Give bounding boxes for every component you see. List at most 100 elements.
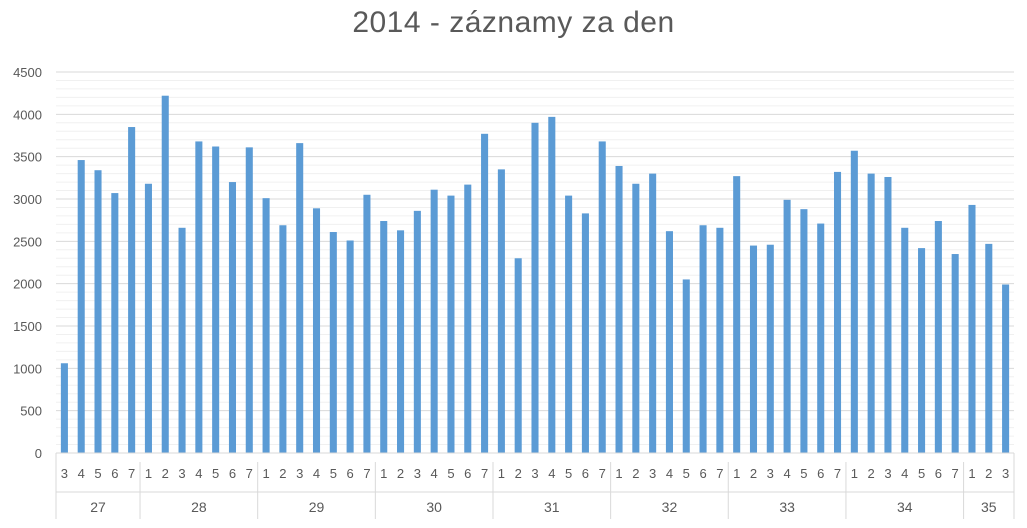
bar (262, 198, 270, 453)
x-week-label: 28 (191, 499, 207, 515)
bar (716, 227, 724, 453)
x-day-label: 7 (246, 466, 253, 481)
bar (228, 182, 237, 454)
bar (60, 363, 68, 453)
x-day-label: 1 (262, 466, 269, 481)
x-day-label: 7 (363, 466, 370, 481)
x-day-label: 4 (431, 466, 438, 481)
y-tick-label: 500 (20, 404, 42, 419)
x-day-label: 5 (212, 466, 219, 481)
x-day-label: 6 (582, 466, 589, 481)
x-day-label: 1 (498, 466, 505, 481)
bar (951, 254, 959, 453)
bar (312, 208, 321, 453)
bar (548, 116, 556, 453)
bar (867, 173, 875, 453)
bar (985, 243, 993, 453)
x-day-label: 1 (380, 466, 387, 481)
x-day-label: 2 (162, 466, 169, 481)
x-day-label: 6 (817, 466, 824, 481)
y-tick-label: 4500 (13, 65, 42, 80)
y-tick-label: 1500 (13, 319, 42, 334)
y-tick-label: 3000 (13, 192, 42, 207)
bar (514, 258, 522, 453)
x-day-label: 5 (565, 466, 572, 481)
bar (212, 146, 220, 454)
x-day-label: 1 (733, 466, 740, 481)
bar (1002, 284, 1010, 453)
x-week-label: 32 (662, 499, 678, 515)
bar (598, 141, 606, 453)
x-day-label: 5 (330, 466, 337, 481)
x-day-label: 3 (296, 466, 303, 481)
x-day-label: 3 (531, 466, 538, 481)
bar (581, 213, 589, 453)
x-day-label: 5 (683, 466, 690, 481)
bar (531, 122, 539, 454)
bar (296, 143, 304, 453)
x-day-label: 4 (78, 466, 85, 481)
y-tick-label: 2000 (13, 277, 42, 292)
y-tick-label: 4000 (13, 107, 42, 122)
x-day-label: 4 (901, 466, 908, 481)
bar (615, 165, 623, 454)
x-day-label: 6 (347, 466, 354, 481)
bar (464, 184, 472, 453)
bar (144, 183, 152, 453)
x-day-label: 6 (111, 466, 118, 481)
bar (128, 127, 136, 454)
bar (749, 245, 758, 453)
x-day-label: 6 (464, 466, 471, 481)
x-week-label: 31 (544, 499, 560, 515)
bar (279, 225, 287, 453)
bar (565, 195, 573, 453)
chart-title: 2014 - záznamy za den (352, 6, 675, 39)
bar (733, 176, 741, 453)
bar (665, 231, 673, 453)
bar (783, 199, 791, 453)
bar (195, 141, 203, 453)
bar (766, 244, 774, 453)
bar (497, 169, 505, 453)
bar (363, 194, 371, 453)
x-day-label: 1 (145, 466, 152, 481)
x-week-label: 29 (309, 499, 325, 515)
x-day-label: 6 (699, 466, 706, 481)
x-day-label: 4 (548, 466, 555, 481)
x-day-label: 5 (94, 466, 101, 481)
x-day-label: 1 (968, 466, 975, 481)
x-day-label: 6 (229, 466, 236, 481)
x-day-label: 2 (279, 466, 286, 481)
bar (380, 221, 388, 453)
x-day-label: 2 (632, 466, 639, 481)
bar (413, 210, 421, 453)
bar (329, 232, 337, 453)
bar (77, 160, 85, 453)
bar (649, 173, 657, 453)
bar (632, 183, 640, 453)
x-day-label: 7 (716, 466, 723, 481)
bar (800, 209, 808, 453)
bar (178, 227, 186, 453)
bar (430, 189, 438, 454)
bar (346, 240, 354, 453)
x-day-label: 7 (599, 466, 606, 481)
x-week-label: 30 (426, 499, 442, 515)
bar (901, 227, 909, 453)
y-tick-label: 1000 (13, 361, 42, 376)
x-day-label: 2 (985, 466, 992, 481)
x-day-label: 4 (195, 466, 202, 481)
x-day-label: 3 (1002, 466, 1009, 481)
x-day-label: 6 (935, 466, 942, 481)
bar (481, 133, 489, 453)
x-day-label: 2 (868, 466, 875, 481)
x-day-label: 2 (750, 466, 757, 481)
bar (884, 176, 892, 453)
bar (968, 204, 976, 453)
x-day-label: 3 (767, 466, 774, 481)
x-day-label: 1 (615, 466, 622, 481)
y-tick-label: 2500 (13, 234, 42, 249)
x-day-label: 3 (178, 466, 185, 481)
